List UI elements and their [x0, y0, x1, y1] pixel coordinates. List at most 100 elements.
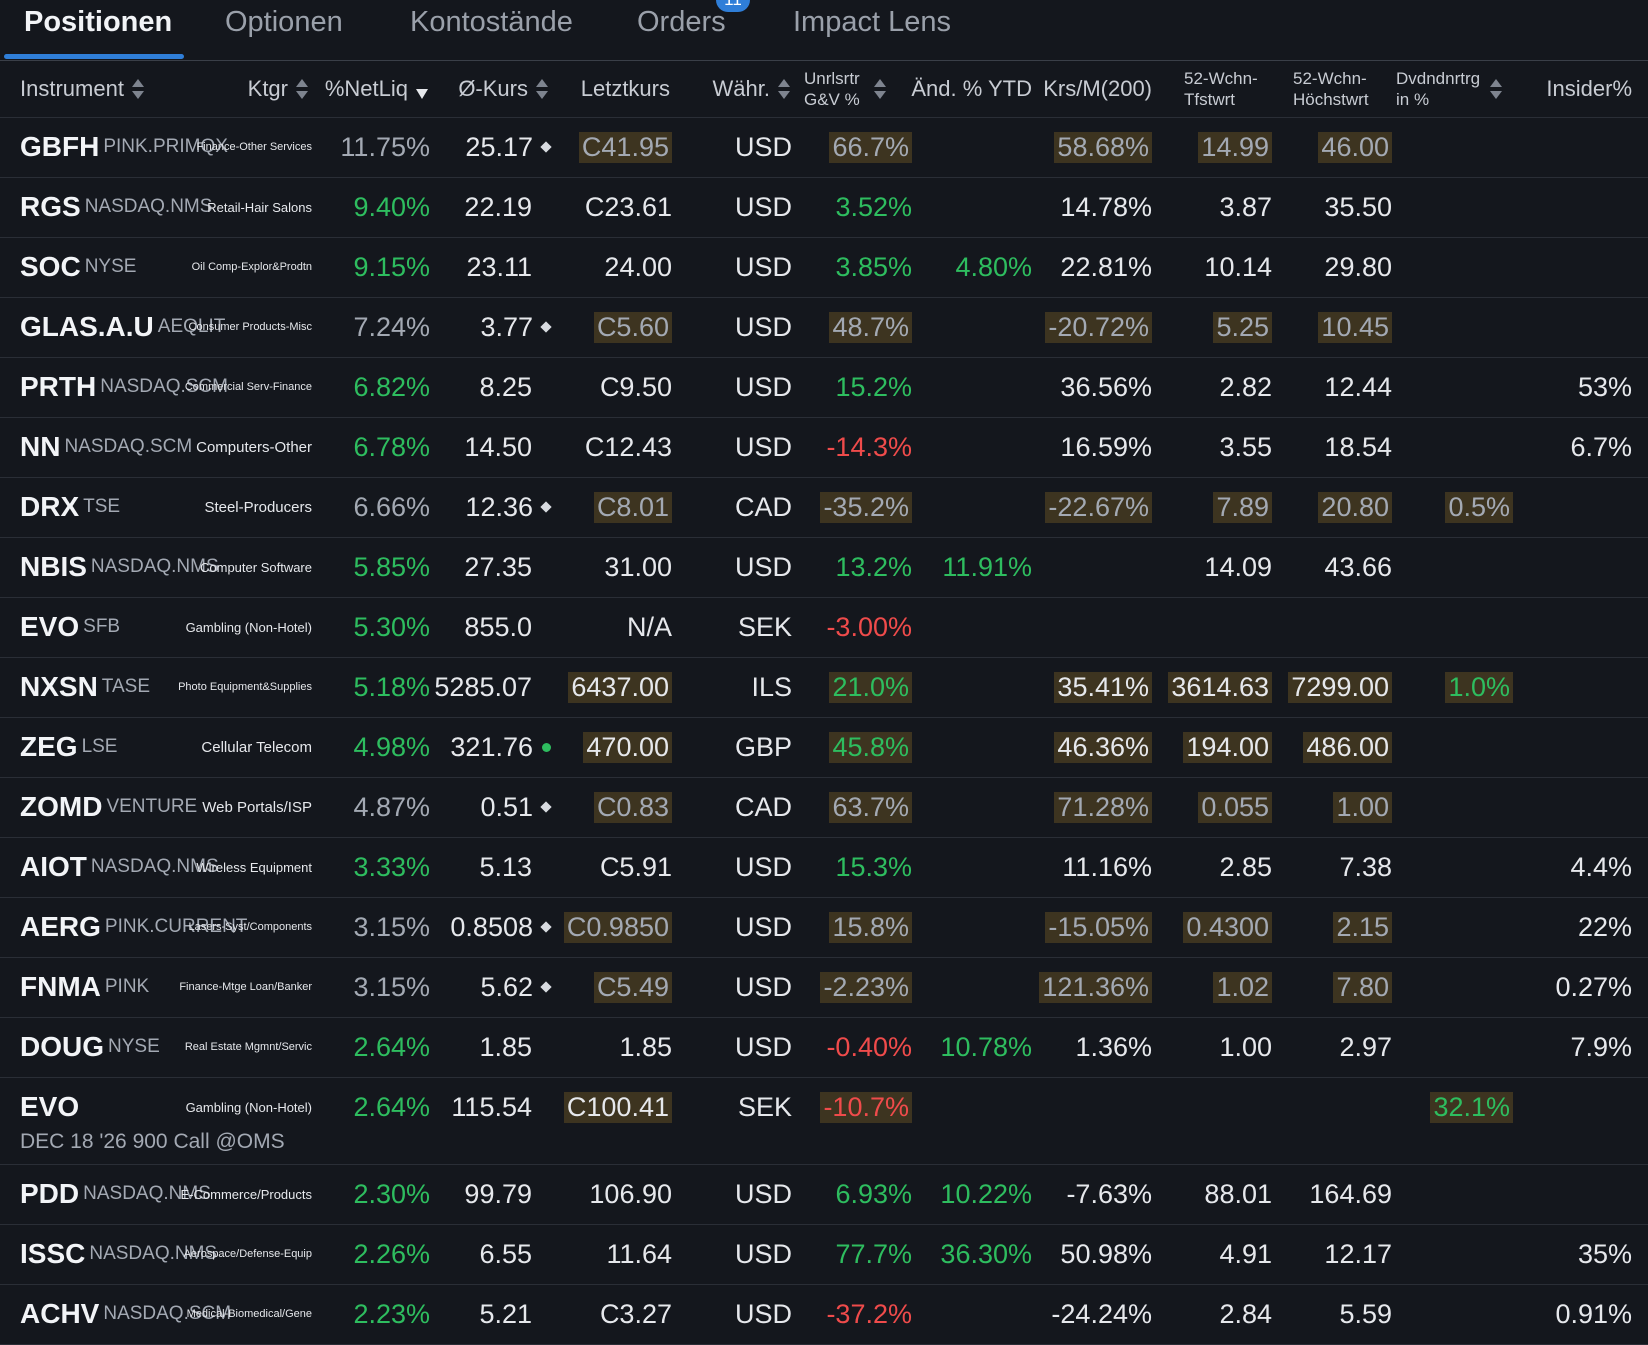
exchange-label: VENTURE	[106, 796, 198, 817]
netliq-percent-value: 6.82%	[353, 371, 430, 402]
table-row[interactable]: EVO SFB Gambling (Non-Hotel) 5.30% 855.0 N/A S…	[0, 598, 1648, 658]
instrument-cell[interactable]: PDD NASDAQ.NMS	[20, 1165, 211, 1223]
week52-low: 14.09	[1160, 538, 1272, 596]
price-ma200: 58.68%	[1040, 118, 1152, 176]
col-header-line: 52-Wchn-	[1293, 69, 1367, 88]
table-row[interactable]: GLAS.A.U AEQLIT Consumer Products-Misc 7.24…	[0, 298, 1648, 358]
price-ma200: 71.28%	[1040, 778, 1152, 836]
currency: USD	[690, 118, 792, 176]
instrument-cell[interactable]: ZEG LSE	[20, 718, 117, 776]
tab-kontostaende[interactable]: Kontostände	[410, 6, 573, 38]
last-price-value: N/A	[626, 611, 672, 642]
col-header-netliq[interactable]: %NetLiq	[310, 61, 428, 117]
instrument-cell[interactable]: EVO SFB	[20, 598, 120, 656]
col-header-ytd[interactable]: Änd. % YTD	[911, 61, 1032, 117]
last-price: C3.27	[560, 1285, 672, 1343]
table-row[interactable]: NXSN TASE Photo Equipment&Supplies 5.18% 528…	[0, 658, 1648, 718]
col-header-ktgr[interactable]: Ktgr	[200, 61, 308, 117]
week52-low: 3.87	[1160, 178, 1272, 236]
price-ma200-value: 22.81%	[1060, 251, 1152, 282]
col-header-avg-price[interactable]: Ø-Kurs	[430, 61, 548, 117]
exchange-label: NASDAQ.NMS	[90, 556, 219, 577]
currency: USD	[690, 1225, 792, 1283]
col-header-label: Änd. % YTD	[911, 76, 1032, 101]
instrument-cell[interactable]: SOC NYSE	[20, 238, 136, 296]
col-header-last-price[interactable]: Letztkurs	[560, 61, 670, 117]
table-row[interactable]: PDD NASDAQ.NMS E-Commerce/Products 2.30% 99.…	[0, 1165, 1648, 1225]
col-header-label: 52-Wchn- Tfstwrt	[1184, 68, 1258, 110]
avg-price: 23.11	[430, 238, 532, 296]
instrument-cell[interactable]: EVO	[20, 1078, 79, 1136]
week52-high-value: 2.15	[1333, 911, 1392, 943]
ticker-symbol: EVO	[20, 611, 80, 642]
table-row[interactable]: GBFH PINK.PRIMQX Finance-Other Services 11.…	[0, 118, 1648, 178]
col-header-insider[interactable]: Insider%	[1520, 61, 1632, 117]
exchange-label: NASDAQ.NMS	[89, 1243, 218, 1264]
week52-low: 88.01	[1160, 1165, 1272, 1223]
table-row[interactable]: NN NASDAQ.SCM Computers-Other 6.78% 14.50 C12…	[0, 418, 1648, 478]
table-row[interactable]: EVO DEC 18 '26 900 Call @OMS Gambling (Non…	[0, 1078, 1648, 1165]
instrument-cell[interactable]: GLAS.A.U AEQLIT	[20, 298, 225, 356]
col-header-unrealized-pnl[interactable]: Unrlsrtr G&V %	[804, 61, 910, 117]
table-row[interactable]: FNMA PINK Finance-Mtge Loan/Banker 3.15% 5.6…	[0, 958, 1648, 1018]
insider-percent: 4.4%	[1520, 838, 1632, 896]
table-row[interactable]: DRX TSE Steel-Producers 6.66% 12.36 C8.01 CAD -…	[0, 478, 1648, 538]
instrument-cell[interactable]: ZOMD VENTURE	[20, 778, 197, 836]
col-header-instrument[interactable]: Instrument	[20, 61, 144, 117]
table-row[interactable]: SOC NYSE Oil Comp-Explor&Prodtn 9.15% 23.11 2…	[0, 238, 1648, 298]
table-row[interactable]: PRTH NASDAQ.SCM Commercial Serv-Finance 6.8…	[0, 358, 1648, 418]
tab-optionen[interactable]: Optionen	[225, 6, 343, 38]
sort-icon	[296, 79, 308, 99]
price-ma200: 46.36%	[1040, 718, 1152, 776]
tab-bar: Positionen Optionen Kontostände Orders 1…	[0, 0, 1648, 61]
table-row[interactable]: ISSC NASDAQ.NMS Aerospace/Defense-Equip 2.2…	[0, 1225, 1648, 1285]
week52-high-value: 12.44	[1324, 371, 1392, 402]
avg-price: 321.76	[430, 718, 552, 776]
sort-icon	[778, 79, 790, 99]
tab-orders[interactable]: Orders	[637, 6, 726, 38]
week52-low: 10.14	[1160, 238, 1272, 296]
instrument-cell[interactable]: NXSN TASE	[20, 658, 150, 716]
table-row[interactable]: ZEG LSE Cellular Telecom 4.98% 321.76 470.00 G…	[0, 718, 1648, 778]
netliq-percent: 3.15%	[310, 958, 430, 1016]
table-row[interactable]: NBIS NASDAQ.NMS Computer Software 5.85% 27.3…	[0, 538, 1648, 598]
ytd-change-value: 36.30%	[940, 1238, 1032, 1269]
table-row[interactable]: DOUG NYSE Real Estate Mgmnt/Servic 2.64% 1.8…	[0, 1018, 1648, 1078]
tab-positionen[interactable]: Positionen	[24, 6, 173, 38]
instrument-cell[interactable]: DOUG NYSE	[20, 1018, 160, 1076]
instrument-cell[interactable]: AERG PINK.CURRENT	[20, 898, 247, 956]
table-row[interactable]: ZOMD VENTURE Web Portals/ISP 4.87% 0.51 C0.83…	[0, 778, 1648, 838]
col-header-dividend-yield[interactable]: Dvdndnrtrg in %	[1396, 61, 1514, 117]
netliq-percent-value: 4.87%	[353, 791, 430, 822]
col-header-ma200[interactable]: Krs/M(200)	[1040, 61, 1152, 117]
table-row[interactable]: AERG PINK.CURRENT Lasers-Syst/Components 3.…	[0, 898, 1648, 958]
col-header-52w-low[interactable]: 52-Wchn- Tfstwrt	[1184, 61, 1274, 117]
instrument-cell[interactable]: ISSC NASDAQ.NMS	[20, 1225, 217, 1283]
last-price: C100.41	[560, 1078, 672, 1136]
industry-category: Computer Software	[200, 559, 312, 575]
instrument-cell[interactable]: RGS NASDAQ.NMS	[20, 178, 212, 236]
col-header-currency[interactable]: Währ.	[690, 61, 790, 117]
table-row[interactable]: AIOT NASDAQ.NMS Wireless Equipment 3.33% 5.1…	[0, 838, 1648, 898]
table-row[interactable]: RGS NASDAQ.NMS Retail-Hair Salons 9.40% 22.1…	[0, 178, 1648, 238]
last-price: C23.61	[560, 178, 672, 236]
avg-price: 1.85	[430, 1018, 532, 1076]
last-price-value: C41.95	[578, 131, 672, 163]
exchange-label: PINK.CURRENT	[104, 916, 248, 937]
instrument-cell[interactable]: GBFH PINK.PRIMQX	[20, 118, 228, 176]
instrument-cell[interactable]: FNMA PINK	[20, 958, 149, 1016]
table-row[interactable]: ACHV NASDAQ.SCM Medical-Biomedical/Gene 2.2…	[0, 1285, 1648, 1345]
col-header-52w-high[interactable]: 52-Wchn- Höchstwrt	[1293, 61, 1393, 117]
tab-impact-lens[interactable]: Impact Lens	[793, 6, 951, 38]
netliq-percent: 9.15%	[310, 238, 430, 296]
avg-price: 12.36	[430, 478, 552, 536]
avg-price-value: 12.36	[465, 491, 533, 522]
instrument-cell[interactable]: PRTH NASDAQ.SCM	[20, 358, 228, 416]
instrument-cell[interactable]: DRX TSE	[20, 478, 120, 536]
instrument-cell[interactable]: NBIS NASDAQ.NMS	[20, 538, 219, 596]
week52-low: 4.91	[1160, 1225, 1272, 1283]
instrument-cell[interactable]: AIOT NASDAQ.NMS	[20, 838, 219, 896]
instrument-cell[interactable]: NN NASDAQ.SCM	[20, 418, 192, 476]
price-ma200: 16.59%	[1040, 418, 1152, 476]
instrument-cell[interactable]: ACHV NASDAQ.SCM	[20, 1285, 231, 1343]
